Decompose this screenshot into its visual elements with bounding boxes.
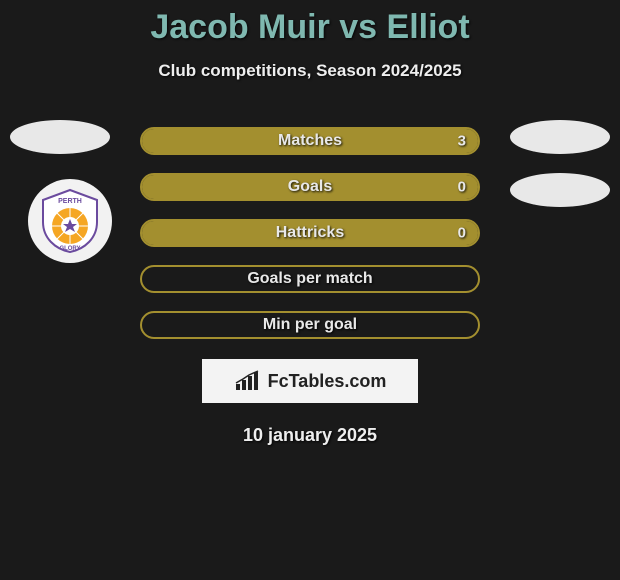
stat-label: Goals per match: [247, 270, 372, 288]
stat-bar-goals: Goals 0: [140, 173, 480, 201]
subtitle: Club competitions, Season 2024/2025: [0, 61, 620, 81]
club-crest-icon: PERTH GLORY: [35, 186, 105, 256]
stat-bar-matches: Matches 3: [140, 127, 480, 155]
stat-label: Goals: [288, 178, 332, 196]
club-badge-left: PERTH GLORY: [28, 179, 112, 263]
brand-logo[interactable]: FcTables.com: [202, 359, 418, 403]
player-avatar-left: [10, 120, 110, 154]
brand-name: FcTables.com: [268, 371, 387, 392]
stat-label: Hattricks: [276, 224, 344, 242]
stat-label: Min per goal: [263, 316, 357, 334]
stat-bar-min-per-goal: Min per goal: [140, 311, 480, 339]
player-avatar-right: [510, 120, 610, 154]
svg-text:GLORY: GLORY: [59, 246, 80, 252]
stat-value: 0: [458, 179, 466, 196]
svg-text:PERTH: PERTH: [58, 198, 82, 205]
stat-bar-goals-per-match: Goals per match: [140, 265, 480, 293]
stat-value: 3: [458, 133, 466, 150]
club-badge-right-placeholder: [510, 173, 610, 207]
page-title: Jacob Muir vs Elliot: [0, 8, 620, 47]
stat-label: Matches: [278, 132, 342, 150]
date-label: 10 january 2025: [0, 425, 620, 446]
stat-value: 0: [458, 225, 466, 242]
stat-bar-hattricks: Hattricks 0: [140, 219, 480, 247]
bar-chart-icon: [234, 370, 262, 392]
